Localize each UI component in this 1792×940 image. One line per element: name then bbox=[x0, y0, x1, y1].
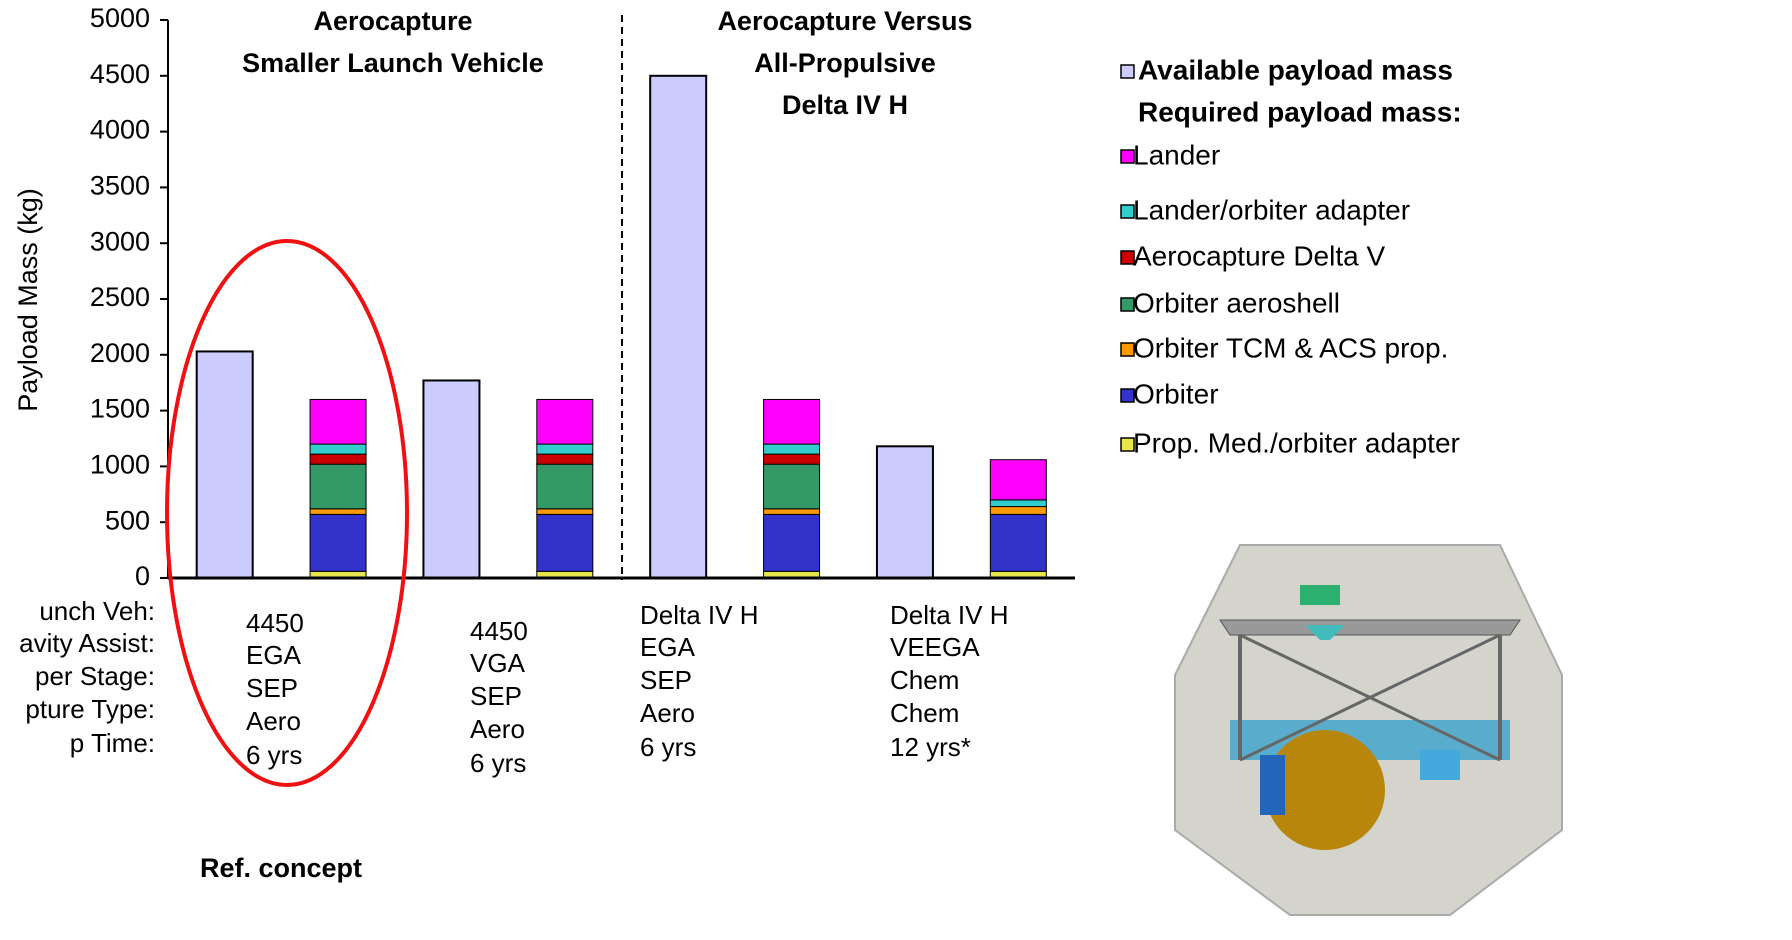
legend-swatch bbox=[1120, 204, 1135, 219]
config-row-label: pture Type: bbox=[25, 694, 155, 724]
legend-swatch bbox=[1120, 437, 1135, 452]
bar bbox=[763, 513, 821, 572]
legend-subtitle: Required payload mass: bbox=[1138, 96, 1462, 127]
y-tick-label: 1000 bbox=[90, 450, 150, 480]
bar bbox=[763, 443, 821, 455]
bar bbox=[875, 445, 934, 580]
legend-swatch bbox=[1120, 250, 1135, 265]
legend-swatch bbox=[1120, 342, 1135, 357]
spacecraft-illustration bbox=[1174, 544, 1563, 916]
bar bbox=[763, 463, 821, 510]
bar bbox=[536, 398, 594, 445]
legend-label: Available payload mass bbox=[1138, 54, 1453, 85]
config-value: VGA bbox=[470, 648, 526, 678]
config-value: SEP bbox=[470, 681, 522, 711]
y-tick-label: 4500 bbox=[90, 59, 150, 89]
y-axis-label: Payload Mass (kg) bbox=[13, 188, 43, 412]
bar bbox=[763, 508, 821, 515]
legend-label: Lander bbox=[1133, 139, 1220, 170]
legend-label: Orbiter TCM & ACS prop. bbox=[1133, 332, 1448, 363]
section-title: Delta IV H bbox=[782, 90, 908, 120]
config-value: EGA bbox=[640, 632, 696, 662]
config-value: 4450 bbox=[246, 608, 304, 638]
y-tick-label: 500 bbox=[105, 505, 150, 535]
legend-swatch bbox=[1120, 297, 1135, 312]
config-value: Chem bbox=[890, 665, 959, 695]
bar bbox=[422, 379, 481, 579]
legend-label: Prop. Med./orbiter adapter bbox=[1133, 427, 1460, 458]
bar bbox=[309, 513, 367, 572]
bar bbox=[309, 398, 367, 445]
config-value: Aero bbox=[640, 698, 695, 728]
bar bbox=[536, 453, 594, 465]
bar bbox=[536, 463, 594, 510]
config-value: Chem bbox=[890, 698, 959, 728]
legend-label: Orbiter aeroshell bbox=[1133, 287, 1340, 318]
config-value: Delta IV H bbox=[640, 600, 759, 630]
legend-swatch bbox=[1120, 64, 1135, 79]
config-value: 4450 bbox=[470, 616, 528, 646]
legend-label: Aerocapture Delta V bbox=[1133, 240, 1385, 271]
y-tick-label: 3500 bbox=[90, 171, 150, 201]
y-tick-label: 4000 bbox=[90, 115, 150, 145]
bar bbox=[309, 443, 367, 455]
config-value: Aero bbox=[246, 706, 301, 736]
legend-label: Orbiter bbox=[1133, 378, 1219, 409]
legend-swatch bbox=[1120, 388, 1135, 403]
annotation: Ref. concept bbox=[200, 853, 362, 883]
legend-swatch bbox=[1120, 149, 1135, 164]
bar bbox=[989, 499, 1047, 508]
config-value: EGA bbox=[246, 640, 302, 670]
bar bbox=[536, 443, 594, 455]
y-tick-label: 0 bbox=[135, 561, 150, 591]
bar bbox=[649, 74, 708, 580]
config-value: 6 yrs bbox=[640, 732, 696, 762]
config-row-label: p Time: bbox=[70, 728, 155, 758]
config-value: SEP bbox=[246, 673, 298, 703]
bar bbox=[309, 508, 367, 515]
bar bbox=[195, 350, 254, 579]
config-row-label: unch Veh: bbox=[39, 596, 155, 626]
bar bbox=[309, 453, 367, 465]
bar bbox=[763, 453, 821, 465]
section-title: All-Propulsive bbox=[754, 48, 936, 78]
config-value: 6 yrs bbox=[470, 748, 526, 778]
bar bbox=[536, 513, 594, 572]
y-tick-label: 1500 bbox=[90, 394, 150, 424]
config-value: VEEGA bbox=[890, 632, 980, 662]
config-value: SEP bbox=[640, 665, 692, 695]
bar bbox=[309, 463, 367, 510]
bar bbox=[989, 506, 1047, 515]
y-tick-label: 2000 bbox=[90, 338, 150, 368]
section-title: Smaller Launch Vehicle bbox=[242, 48, 544, 78]
bar bbox=[763, 398, 821, 445]
config-row-label: per Stage: bbox=[35, 661, 155, 691]
config-value: Delta IV H bbox=[890, 600, 1009, 630]
highlight-ellipse bbox=[165, 239, 409, 787]
bar bbox=[536, 508, 594, 515]
y-tick-label: 5000 bbox=[90, 3, 150, 33]
y-tick-label: 2500 bbox=[90, 282, 150, 312]
section-title: Aerocapture Versus bbox=[717, 6, 972, 36]
bar bbox=[989, 459, 1047, 501]
config-value: 6 yrs bbox=[246, 740, 302, 770]
bar bbox=[989, 513, 1047, 572]
legend-label: Lander/orbiter adapter bbox=[1133, 194, 1410, 225]
config-value: 12 yrs* bbox=[890, 732, 971, 762]
config-value: Aero bbox=[470, 714, 525, 744]
section-title: Aerocapture bbox=[313, 6, 472, 36]
config-row-label: avity Assist: bbox=[19, 628, 155, 658]
y-tick-label: 3000 bbox=[90, 226, 150, 256]
